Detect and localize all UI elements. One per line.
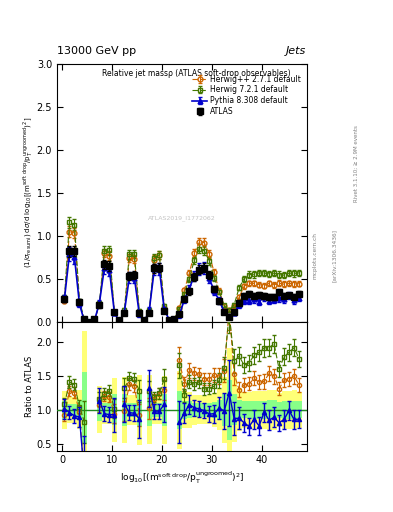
Y-axis label: $(1/\sigma_{\mathrm{resumi}})$ d$\sigma$/d log$_{10}$[(m$^{\mathrm{soft\ drop}}$: $(1/\sigma_{\mathrm{resumi}})$ d$\sigma$…	[22, 117, 35, 268]
X-axis label: log$_{10}$[(m$^{\mathrm{soft\ drop}}$/p$_{\rm T}^{\mathrm{ungroomed}}$)$^2$]: log$_{10}$[(m$^{\mathrm{soft\ drop}}$/p$…	[119, 470, 244, 486]
Y-axis label: Ratio to ATLAS: Ratio to ATLAS	[25, 355, 34, 417]
Text: Jets: Jets	[286, 46, 307, 56]
Text: 13000 GeV pp: 13000 GeV pp	[57, 46, 136, 56]
Legend: Herwig++ 2.7.1 default, Herwig 7.2.1 default, Pythia 8.308 default, ATLAS: Herwig++ 2.7.1 default, Herwig 7.2.1 def…	[191, 73, 303, 118]
Text: [arXiv:1306.3436]: [arXiv:1306.3436]	[332, 229, 337, 283]
Text: ATLAS2019_I1772062: ATLAS2019_I1772062	[148, 216, 216, 222]
Text: mcplots.cern.ch: mcplots.cern.ch	[312, 232, 318, 280]
Text: Rivet 3.1.10; ≥ 2.9M events: Rivet 3.1.10; ≥ 2.9M events	[354, 125, 359, 202]
Text: Relative jet massρ (ATLAS soft-drop observables): Relative jet massρ (ATLAS soft-drop obse…	[102, 69, 290, 78]
